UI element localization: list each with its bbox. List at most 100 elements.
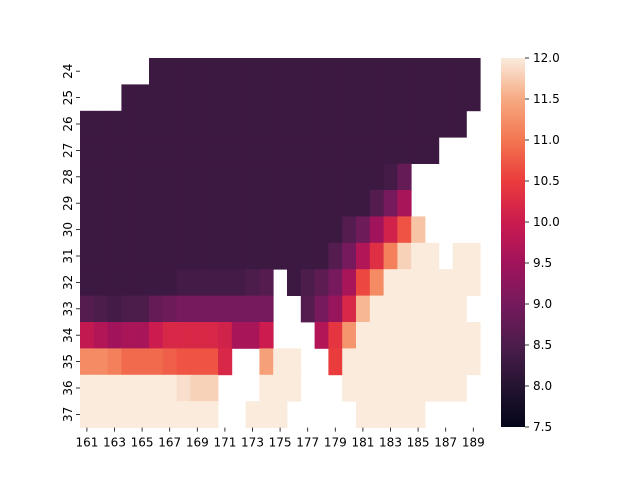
colorbar-tick-label: 10.5 — [533, 174, 560, 188]
y-tick-label: 32 — [61, 275, 75, 290]
heatmap-cell — [80, 348, 95, 376]
heatmap-cell — [397, 84, 412, 112]
heatmap-cell — [121, 242, 136, 270]
heatmap-cell — [411, 242, 426, 270]
heatmap-cell — [383, 216, 398, 244]
heatmap-cell — [245, 401, 260, 428]
heatmap-cell — [135, 269, 150, 296]
heatmap-cell — [245, 322, 260, 349]
x-tick-label: 165 — [131, 436, 154, 450]
heatmap-cell — [397, 374, 412, 402]
heatmap-cell — [314, 216, 329, 244]
x-tick-label: 173 — [241, 436, 264, 450]
heatmap-cell — [259, 401, 274, 428]
heatmap-cell — [328, 295, 343, 323]
heatmap-cell — [452, 374, 467, 402]
heatmap-cell — [300, 295, 315, 323]
heatmap-cell — [342, 163, 357, 191]
heatmap-cell — [438, 374, 453, 402]
x-tick-label: 161 — [75, 436, 98, 450]
y-tick-label: 27 — [61, 143, 75, 158]
heatmap-cell — [93, 295, 108, 323]
heatmap-cell — [466, 348, 481, 376]
heatmap-cell — [273, 110, 288, 138]
heatmap-cell — [425, 110, 440, 138]
heatmap-cell — [162, 137, 177, 164]
heatmap-cell — [314, 84, 329, 112]
heatmap-cell — [190, 348, 205, 376]
heatmap-cell — [107, 295, 122, 323]
heatmap-cell — [287, 84, 302, 112]
heatmap-cell — [369, 163, 384, 191]
heatmap-cell — [121, 322, 136, 349]
heatmap-cell — [162, 84, 177, 112]
heatmap-cell — [466, 58, 481, 85]
heatmap-cell — [438, 58, 453, 85]
heatmap-cell — [328, 216, 343, 244]
heatmap-cell — [218, 295, 233, 323]
heatmap-cell — [121, 163, 136, 191]
heatmap-cell — [369, 295, 384, 323]
heatmap-cell — [204, 242, 219, 270]
heatmap-cell — [231, 295, 246, 323]
heatmap-cell — [356, 58, 371, 85]
heatmap-cell — [300, 110, 315, 138]
heatmap-cell — [121, 401, 136, 428]
heatmap-cell — [204, 322, 219, 349]
heatmap-cell — [149, 401, 164, 428]
heatmap-cell — [80, 242, 95, 270]
heatmap-cell — [190, 58, 205, 85]
heatmap-cell — [397, 137, 412, 164]
heatmap-cell — [204, 295, 219, 323]
heatmap-cell — [93, 269, 108, 296]
heatmap-cell — [397, 110, 412, 138]
colorbar-tick-label: 8.0 — [533, 379, 552, 393]
heatmap-cell — [369, 190, 384, 217]
heatmap-cell — [383, 269, 398, 296]
heatmap-cell — [149, 190, 164, 217]
heatmap-cell — [314, 322, 329, 349]
heatmap-cell — [231, 163, 246, 191]
heatmap-cell — [383, 137, 398, 164]
heatmap-cell — [411, 269, 426, 296]
heatmap-cell — [190, 190, 205, 217]
colorbar — [501, 58, 525, 427]
heatmap-cell — [259, 58, 274, 85]
heatmap-cell — [135, 242, 150, 270]
heatmap-cell — [356, 374, 371, 402]
heatmap-cell — [328, 137, 343, 164]
heatmap-cell — [80, 295, 95, 323]
heatmap-cell — [80, 163, 95, 191]
x-axis-ticks: 161 163 165 167 169 171 173 175 177 179 181 183 185 1… — [75, 427, 485, 450]
heatmap-cell — [287, 190, 302, 217]
heatmap-cell — [369, 84, 384, 112]
heatmap-cell — [411, 137, 426, 164]
heatmap-cell — [107, 216, 122, 244]
heatmap-cell — [190, 84, 205, 112]
heatmap-cell — [300, 84, 315, 112]
heatmap-cell — [273, 242, 288, 270]
heatmap-cell — [300, 58, 315, 85]
heatmap-cell — [411, 295, 426, 323]
heatmap-cell — [342, 242, 357, 270]
heatmap-cell — [80, 322, 95, 349]
heatmap-cell — [190, 163, 205, 191]
heatmap-cell — [273, 58, 288, 85]
heatmap-cell — [466, 242, 481, 270]
heatmap-cell — [259, 137, 274, 164]
heatmap-cell — [397, 58, 412, 85]
heatmap-cell — [121, 137, 136, 164]
heatmap-cell — [135, 322, 150, 349]
heatmap-cell — [369, 374, 384, 402]
x-tick-label: 169 — [186, 436, 209, 450]
y-tick-label: 26 — [61, 116, 75, 131]
x-tick-label: 171 — [213, 436, 236, 450]
heatmap-cell — [245, 163, 260, 191]
heatmap-cell — [149, 242, 164, 270]
heatmap-cell — [425, 137, 440, 164]
heatmap-cell — [218, 84, 233, 112]
heatmap-cell — [328, 348, 343, 376]
heatmap-cells — [80, 58, 481, 428]
heatmap-cell — [176, 242, 191, 270]
heatmap-cell — [162, 322, 177, 349]
